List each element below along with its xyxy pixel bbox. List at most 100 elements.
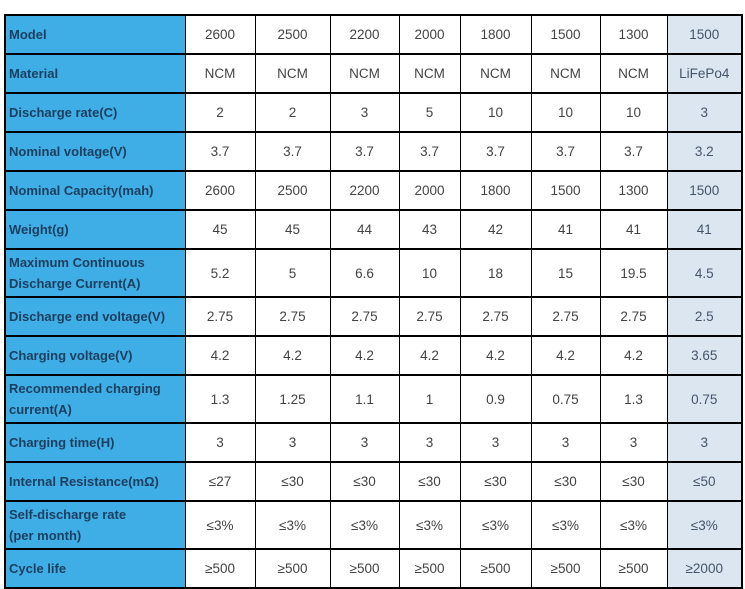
- cell: ≤30: [254, 461, 331, 502]
- cell: 41: [530, 209, 601, 250]
- cell: 18: [459, 248, 532, 298]
- cell: 42: [459, 209, 532, 250]
- cell: 3.65: [666, 335, 743, 376]
- table-row: Nominal Capacity(mah) 2600 2500 2200 2000 180…: [4, 170, 743, 211]
- cell: ≤3%: [599, 500, 668, 550]
- table-row: Charging voltage(V) 4.2 4.2 4.2 4.2 4.2 4.2 4.2…: [4, 335, 743, 376]
- cell: 3.7: [530, 131, 601, 172]
- cell: NCM: [329, 53, 400, 94]
- cell: 1800: [459, 170, 532, 211]
- cell: 3.7: [184, 131, 256, 172]
- cell: 19.5: [599, 248, 668, 298]
- cell: 10: [398, 248, 461, 298]
- cell: ≤30: [530, 461, 601, 502]
- cell: 1500: [530, 14, 601, 55]
- cell: 2.75: [459, 296, 532, 337]
- cell: 4.2: [530, 335, 601, 376]
- cell: 2000: [398, 14, 461, 55]
- cell: 2.75: [184, 296, 256, 337]
- cell: 3: [254, 422, 331, 463]
- cell: 3: [329, 422, 400, 463]
- table-row: Recommended charging current(A) 1.3 1.25 1.…: [4, 374, 743, 424]
- row-label: Charging time(H): [4, 422, 186, 463]
- cell: 0.9: [459, 374, 532, 424]
- cell: 3.7: [459, 131, 532, 172]
- table-row: Cycle life ≥500 ≥500 ≥500 ≥500 ≥500 ≥500 ≥500 ≥2…: [4, 548, 743, 589]
- cell: 2200: [329, 170, 400, 211]
- cell: 0.75: [666, 374, 743, 424]
- cell: 6.6: [329, 248, 400, 298]
- cell: ≤27: [184, 461, 256, 502]
- cell: 1300: [599, 170, 668, 211]
- row-label: Weight(g): [4, 209, 186, 250]
- cell: 2: [254, 92, 331, 133]
- cell: ≤3%: [459, 500, 532, 550]
- cell: 1.3: [599, 374, 668, 424]
- cell: 2200: [329, 14, 400, 55]
- cell: 3: [398, 422, 461, 463]
- cell: 5: [254, 248, 331, 298]
- cell: 41: [666, 209, 743, 250]
- row-label: Model: [4, 14, 186, 55]
- cell: ≥500: [459, 548, 532, 589]
- cell: ≥500: [329, 548, 400, 589]
- row-label: Nominal voltage(V): [4, 131, 186, 172]
- table-row: Material NCM NCM NCM NCM NCM NCM NCM LiFePo4: [4, 53, 743, 94]
- cell: 2.75: [599, 296, 668, 337]
- cell: 1: [398, 374, 461, 424]
- cell: ≤30: [398, 461, 461, 502]
- row-label: Discharge end voltage(V): [4, 296, 186, 337]
- cell: 4.5: [666, 248, 743, 298]
- cell: NCM: [599, 53, 668, 94]
- row-label: Discharge rate(C): [4, 92, 186, 133]
- cell: NCM: [398, 53, 461, 94]
- table-row: Weight(g) 45 45 44 43 42 41 41 41: [4, 209, 743, 250]
- cell: 43: [398, 209, 461, 250]
- cell: 10: [599, 92, 668, 133]
- cell: NCM: [530, 53, 601, 94]
- cell: ≤3%: [530, 500, 601, 550]
- spec-table-container: Model 2600 2500 2200 2000 1800 1500 1300 1500 Mat…: [4, 14, 743, 589]
- cell: NCM: [184, 53, 256, 94]
- table-row: Discharge end voltage(V) 2.75 2.75 2.75 2.75…: [4, 296, 743, 337]
- cell: 2.5: [666, 296, 743, 337]
- cell: 1300: [599, 14, 668, 55]
- cell: ≥500: [599, 548, 668, 589]
- cell: 1.25: [254, 374, 331, 424]
- cell: 4.2: [329, 335, 400, 376]
- table-row: Nominal voltage(V) 3.7 3.7 3.7 3.7 3.7 3.7 3.7 3…: [4, 131, 743, 172]
- cell: 3: [184, 422, 256, 463]
- cell: 1500: [666, 14, 743, 55]
- cell: 3: [329, 92, 400, 133]
- table-row: Maximum Continuous Discharge Current(A) 5…: [4, 248, 743, 298]
- row-label: Internal Resistance(mΩ): [4, 461, 186, 502]
- row-label: Nominal Capacity(mah): [4, 170, 186, 211]
- cell: ≤3%: [398, 500, 461, 550]
- cell: 3.2: [666, 131, 743, 172]
- table-row: Self-discharge rate (per month) ≤3% ≤3% ≤3%…: [4, 500, 743, 550]
- cell: 3: [599, 422, 668, 463]
- cell: 4.2: [184, 335, 256, 376]
- cell: 2.75: [329, 296, 400, 337]
- cell: 44: [329, 209, 400, 250]
- row-label: Recommended charging current(A): [4, 374, 186, 424]
- row-label: Cycle life: [4, 548, 186, 589]
- table-row: Discharge rate(C) 2 2 3 5 10 10 10 3: [4, 92, 743, 133]
- spec-table-body: Model 2600 2500 2200 2000 1800 1500 1300 1500 Mat…: [4, 14, 743, 589]
- cell: 2000: [398, 170, 461, 211]
- cell: 2500: [254, 170, 331, 211]
- cell: 2500: [254, 14, 331, 55]
- cell: 3: [459, 422, 532, 463]
- cell: 3: [530, 422, 601, 463]
- row-label: Maximum Continuous Discharge Current(A): [4, 248, 186, 298]
- cell: 3.7: [329, 131, 400, 172]
- cell: 2600: [184, 14, 256, 55]
- cell: 4.2: [459, 335, 532, 376]
- table-row: Charging time(H) 3 3 3 3 3 3 3 3: [4, 422, 743, 463]
- cell: 1500: [530, 170, 601, 211]
- cell: NCM: [459, 53, 532, 94]
- cell: 2.75: [398, 296, 461, 337]
- cell: ≥500: [254, 548, 331, 589]
- cell: 1.3: [184, 374, 256, 424]
- table-row: Internal Resistance(mΩ) ≤27 ≤30 ≤30 ≤30 ≤30 ≤3…: [4, 461, 743, 502]
